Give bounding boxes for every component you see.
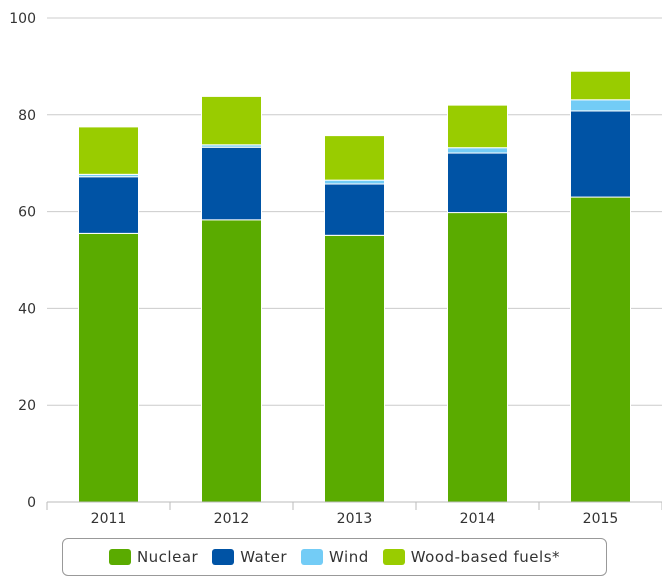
bar-2015-wind[interactable] — [570, 99, 631, 112]
bar-2012-wood-based-fuels[interactable] — [201, 95, 262, 146]
legend-label: Nuclear — [136, 548, 199, 566]
x-tick-label: 2015 — [583, 511, 619, 527]
legend-item-wood-based-fuels[interactable]: Wood-based fuels* — [382, 548, 561, 566]
bar-2013-wind[interactable] — [324, 179, 385, 185]
bar-2011-wood-based-fuels[interactable] — [78, 126, 139, 175]
bar-2015-wood-based-fuels[interactable] — [570, 70, 631, 101]
y-axis-labels: 0 20 40 60 80 100 — [9, 11, 36, 511]
legend-label: Wind — [329, 548, 369, 566]
bar-2014-wood-based-fuels[interactable] — [447, 104, 508, 149]
x-tick-label: 2011 — [91, 511, 127, 527]
x-axis-ticks — [46, 502, 662, 510]
y-tick-label: 100 — [9, 11, 36, 27]
legend-swatch — [108, 549, 131, 565]
legend-label: Water — [240, 548, 288, 566]
y-tick-label: 0 — [27, 495, 36, 511]
y-tick-label: 60 — [18, 205, 36, 221]
bar-2013-nuclear[interactable] — [324, 234, 385, 503]
legend-swatch — [212, 549, 235, 565]
x-tick-label: 2012 — [214, 511, 250, 527]
y-tick-label: 40 — [18, 301, 36, 317]
legend-swatch — [301, 549, 324, 565]
bar-2014-wind[interactable] — [447, 147, 508, 154]
legend-item-nuclear[interactable]: Nuclear — [108, 548, 199, 566]
legend: Nuclear Water Wind Wood-based fuels* — [62, 538, 607, 576]
bar-2013-wood-based-fuels[interactable] — [324, 135, 385, 181]
x-tick-label: 2013 — [337, 511, 373, 527]
legend-item-wind[interactable]: Wind — [301, 548, 369, 566]
legend-swatch — [382, 549, 405, 565]
bar-2012-water[interactable] — [201, 146, 262, 221]
legend-item-water[interactable]: Water — [212, 548, 287, 566]
bar-2015-nuclear[interactable] — [570, 196, 631, 503]
bar-2012-nuclear[interactable] — [201, 219, 262, 503]
bar-2011-water[interactable] — [78, 176, 139, 234]
bar-2011-nuclear[interactable] — [78, 232, 139, 503]
bar-2014-water[interactable] — [447, 152, 508, 214]
bar-2015-water[interactable] — [570, 110, 631, 198]
bar-2013-water[interactable] — [324, 183, 385, 236]
x-tick-label: 2014 — [460, 511, 496, 527]
y-tick-label: 20 — [18, 398, 36, 414]
stacked-bar-chart: 0 20 40 60 80 100 2011 2012 2013 2014 2015 — [9, 11, 662, 527]
x-axis-labels: 2011 2012 2013 2014 2015 — [91, 511, 619, 527]
bars — [78, 70, 631, 503]
legend-label: Wood-based fuels* — [410, 548, 561, 566]
bar-2014-nuclear[interactable] — [447, 212, 508, 503]
y-tick-label: 80 — [18, 108, 36, 124]
